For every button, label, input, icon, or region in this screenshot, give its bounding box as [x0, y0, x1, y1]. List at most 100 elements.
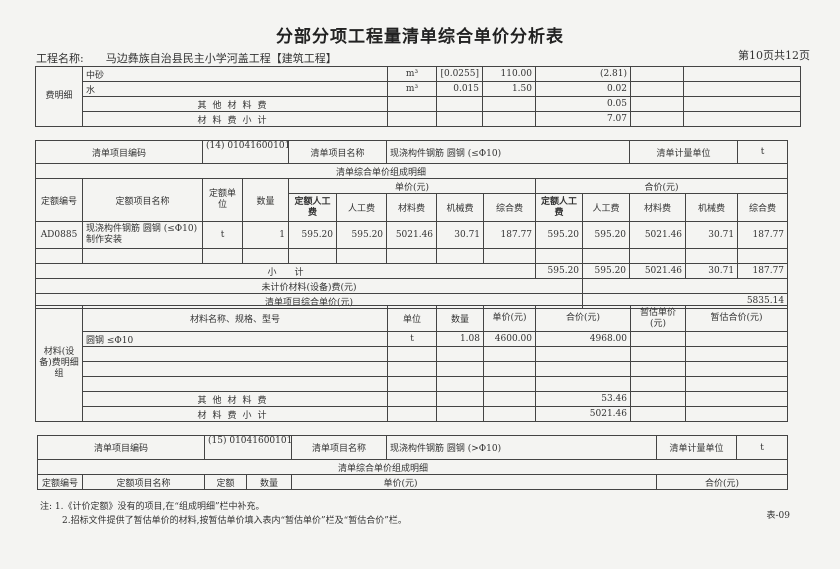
page-number: 第10页共12页 [738, 49, 810, 62]
unit: t [387, 331, 437, 347]
header: 综合费 [737, 193, 789, 222]
top-material-table: 费明细 中砂 m³ [0.0255] 110.00 (2.81) 水 m³ 0.015 1.50… [35, 66, 801, 127]
header: 定额编号 [35, 178, 83, 222]
name-label: 清单项目名称 [291, 435, 388, 460]
header: 合价(元) [656, 474, 789, 490]
header: 合价(元) [535, 178, 789, 194]
price: 4600.00 [483, 331, 536, 347]
other-label: 其他材料费 [82, 96, 388, 112]
cell: 187.77 [737, 263, 789, 279]
header: 材料费 [629, 193, 687, 222]
cell: 595.20 [288, 221, 338, 249]
other-amount: 53.46 [535, 391, 631, 407]
cell: 30.71 [436, 221, 485, 249]
cell: 595.20 [535, 221, 584, 249]
cell: 5021.46 [629, 263, 687, 279]
project-label: 工程名称: [36, 52, 84, 65]
unit: m³ [387, 66, 437, 82]
code-value: (14) 010416001014 [202, 140, 290, 164]
qty: 0.015 [436, 81, 483, 97]
header: 单价(元) [483, 305, 536, 332]
cell: 5021.46 [629, 221, 687, 249]
unit-value: t [736, 435, 789, 460]
unit-label: 清单计量单位 [656, 435, 738, 460]
amount: 4968.00 [535, 331, 631, 347]
header: 定额项目名称 [81, 178, 204, 222]
header: 定额编号 [37, 474, 83, 490]
header: 单价(元) [288, 178, 537, 194]
cell: 595.20 [582, 263, 631, 279]
subtotal-amount: 5021.46 [535, 406, 631, 422]
name-value: 现浇构件钢筋 圆钢 (>Φ10) [386, 435, 658, 460]
side-label: 材料(设备)费明细组 [35, 305, 83, 422]
cell: 595.20 [582, 221, 631, 249]
note: 2.招标文件提供了暂估单价的材料,按暂估单价填入表内“暂估单价”栏及“暂估合价”… [62, 516, 407, 526]
page-title: 分部分项工程量清单综合单价分析表 [276, 27, 564, 47]
header: 材料费 [386, 193, 438, 222]
code-value: (15) 010416001015 [204, 435, 293, 460]
material-name: 中砂 [82, 66, 388, 82]
table-row: AD0885 现浇构件钢筋 圆钢 (≤Φ10) 制作安装 t 1 595.20 595.… [35, 221, 789, 249]
header: 机械费 [685, 193, 739, 222]
header: 单位 [387, 305, 437, 332]
name-value: 现浇构件钢筋 圆钢 (≤Φ10) [386, 140, 631, 164]
cell: 187.77 [483, 221, 537, 249]
cell: 30.71 [685, 221, 739, 249]
note: 注: 1.《计价定额》没有的项目,在“组成明细”栏中补充。 [40, 502, 265, 512]
item14-table: 清单项目编码 (14) 010416001014 清单项目名称 现浇构件钢筋 圆钢 (… [34, 140, 789, 309]
cell: 30.71 [685, 263, 739, 279]
amount: 0.02 [535, 81, 631, 97]
unit-value: t [737, 140, 789, 164]
header: 定额人工费 [288, 193, 338, 222]
cell: 5021.46 [386, 221, 438, 249]
table-row: 其他材料费 0.05 [36, 96, 801, 112]
table-row: 材料费小计 7.07 [36, 111, 801, 127]
material-name: 圆钢 ≤Φ10 [82, 331, 388, 347]
header: 机械费 [436, 193, 485, 222]
price: 1.50 [482, 81, 536, 97]
side-label: 费明细 [35, 66, 83, 127]
header: 材料名称、规格、型号 [82, 305, 388, 332]
header: 综合费 [483, 193, 537, 222]
subtotal-label: 材料费小计 [82, 406, 388, 422]
header: 定额人工费 [535, 193, 584, 222]
header: 定额项目名称 [81, 474, 206, 490]
project-value: 马边彝族自治县民主小学河盖工程【建筑工程】 [105, 52, 337, 65]
other-label: 其他材料费 [82, 391, 388, 407]
other-amount: 0.05 [535, 96, 631, 112]
quota-name: 现浇构件钢筋 圆钢 (≤Φ10) 制作安装 [81, 221, 204, 249]
quota-unit: t [202, 221, 244, 249]
item14-materials-table: 材料(设备)费明细组 材料名称、规格、型号 单位 数量 单价(元) 合价(元) 暂估单价(元… [35, 305, 788, 422]
qty: 1 [242, 221, 290, 249]
item15-table: 清单项目编码 (15) 010416001015 清单项目名称 现浇构件钢筋 圆钢 (… [36, 435, 789, 490]
table-row: 圆钢 ≤Φ10 t 1.08 4600.00 4968.00 [36, 331, 788, 347]
header: 数量 [246, 474, 293, 490]
quota-no: AD0885 [35, 221, 83, 249]
header: 定额单位 [202, 178, 244, 222]
subtotal-label: 材料费小计 [82, 111, 388, 127]
cell: 595.20 [535, 263, 584, 279]
form-number: 表-09 [766, 511, 791, 521]
header: 数量 [242, 178, 290, 222]
amount: (2.81) [535, 66, 631, 82]
table-row: 费明细 中砂 m³ [0.0255] 110.00 (2.81) [35, 66, 801, 127]
price: 110.00 [482, 66, 536, 82]
header: 合价(元) [535, 305, 631, 332]
qty: [0.0255] [436, 66, 483, 82]
subtotal-amount: 7.07 [535, 111, 631, 127]
unit-label: 清单计量单位 [629, 140, 739, 164]
qty: 1.08 [436, 331, 484, 347]
material-name: 水 [82, 81, 388, 97]
name-label: 清单项目名称 [288, 140, 388, 164]
header: 人工费 [582, 193, 631, 222]
unpriced-label: 未计价材料(设备)费(元) [34, 278, 584, 294]
detail-label: 清单综合单价组成明细 [34, 163, 789, 179]
subtotal-label: 小 计 [34, 263, 537, 279]
project-name: 工程名称: 马边彝族自治县民主小学河盖工程【建筑工程】 [36, 50, 337, 66]
header: 单价(元) [291, 474, 658, 490]
header: 暂估合价(元) [685, 305, 788, 332]
cell: 595.20 [336, 221, 388, 249]
code-label: 清单项目编码 [36, 435, 206, 460]
table-row: 水 m³ 0.015 1.50 0.02 [36, 81, 801, 97]
cell: 187.77 [737, 221, 789, 249]
